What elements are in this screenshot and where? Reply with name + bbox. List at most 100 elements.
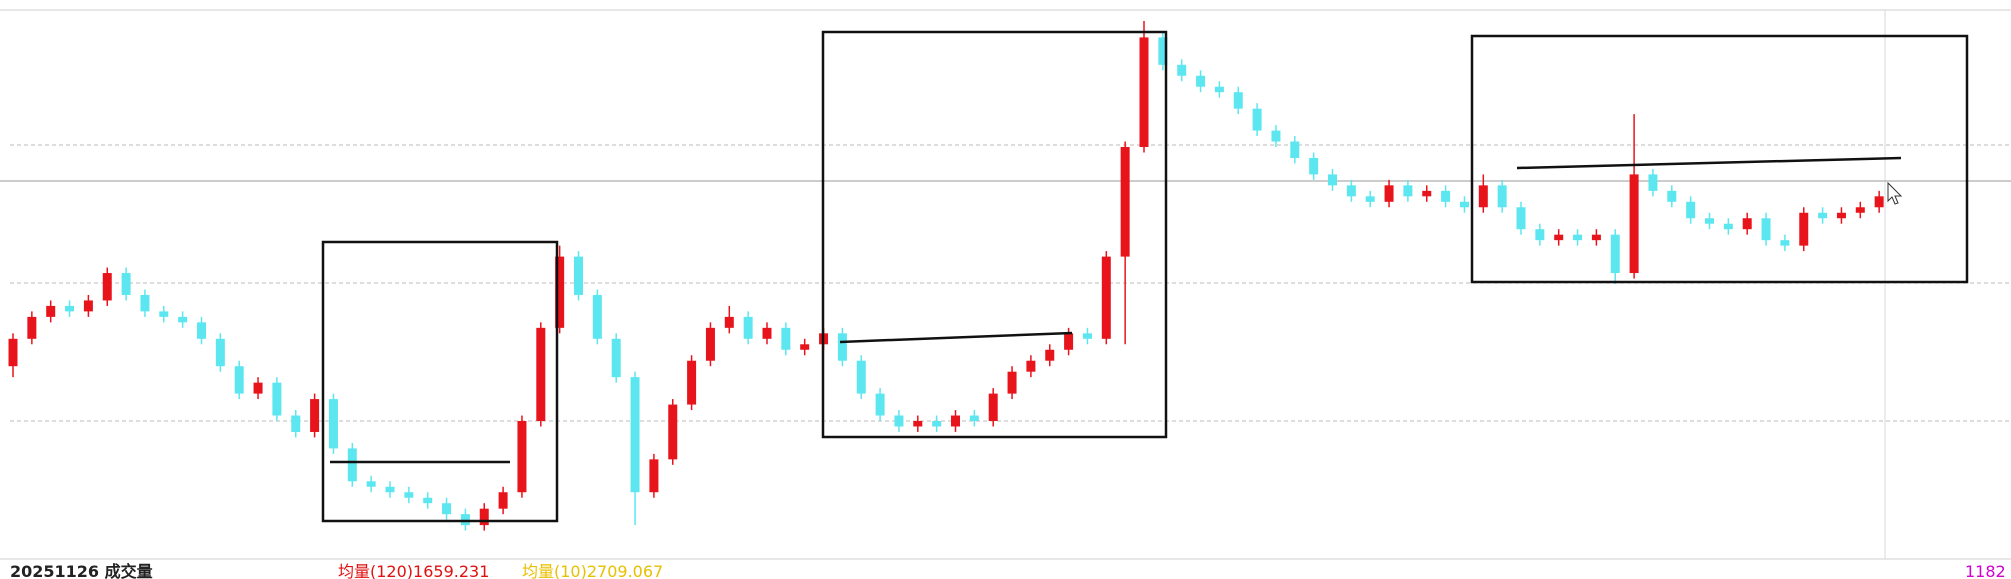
candle-body [1064, 333, 1074, 350]
candle-body [178, 316, 188, 323]
candle-body [460, 514, 470, 526]
candle-body [969, 415, 979, 421]
candle-body [234, 366, 244, 394]
candles [8, 20, 1884, 531]
candle-body [781, 327, 791, 350]
candle-body [1328, 174, 1337, 186]
candle-body [1459, 201, 1469, 208]
candle-body [856, 360, 866, 394]
candle-body [668, 404, 678, 460]
candle-body [1516, 207, 1526, 230]
candle-body [272, 382, 282, 416]
annotation-box [1470, 34, 1969, 284]
trend-line [1516, 156, 1902, 170]
candle-body [1384, 185, 1394, 202]
candle-body [498, 492, 508, 509]
candle-body [630, 377, 640, 493]
candle-body [762, 327, 772, 339]
candle-body [1196, 75, 1206, 87]
candle-body [1874, 196, 1884, 208]
candle-body [649, 459, 659, 493]
candle-body [1082, 333, 1092, 339]
candle-body [536, 327, 546, 421]
candle-body [385, 486, 395, 493]
candle-body [1591, 234, 1601, 241]
candle-body [574, 256, 583, 295]
candle-body [310, 399, 320, 432]
candle-body [159, 311, 169, 317]
candle-body [253, 382, 263, 394]
candle-body [1365, 196, 1375, 202]
candle-body [988, 393, 998, 421]
annotation-box [321, 240, 559, 523]
ma10-label: 均量(10)2709.067 [522, 562, 663, 579]
candle-body [1478, 185, 1488, 208]
candle-body [1705, 218, 1714, 224]
candle-body [1629, 174, 1639, 274]
candle-body [743, 316, 753, 339]
candle-body [611, 338, 621, 378]
candle-body [291, 415, 301, 432]
candle-body [1742, 218, 1752, 230]
candle-body [1346, 185, 1356, 197]
candle-body [1026, 360, 1036, 372]
candle-body [366, 481, 376, 487]
annotation-box [821, 30, 1168, 439]
candle-body [913, 421, 923, 427]
candle-body [592, 294, 602, 339]
candle-body [1252, 108, 1262, 131]
candle-body [140, 294, 150, 312]
candle-body [1233, 92, 1243, 109]
candle-body [1290, 141, 1300, 158]
candle-body [517, 421, 527, 493]
candle-body [404, 492, 414, 498]
candle-body [1855, 207, 1865, 213]
candle-body [347, 448, 357, 482]
candle-body [1497, 185, 1507, 208]
candle-body [121, 273, 131, 295]
annotations [321, 30, 1969, 523]
candle-body [8, 338, 18, 367]
candle-body [1554, 234, 1564, 241]
candle-body [423, 497, 433, 504]
last-value: 1182 [1965, 562, 2006, 579]
candle-body [328, 399, 338, 449]
candle-body [1101, 256, 1111, 339]
candle-body [1120, 147, 1130, 257]
mouse-cursor [1887, 181, 1903, 205]
candle-body [1799, 212, 1809, 246]
candle-body [1573, 234, 1583, 241]
candle-body [1214, 86, 1224, 93]
candle-body [1723, 223, 1733, 230]
candle-body [1045, 349, 1055, 361]
candle-body [442, 503, 452, 515]
candle-body [724, 316, 734, 328]
candle-body [951, 415, 960, 427]
candle-body [1610, 234, 1620, 274]
candle-body [1686, 201, 1696, 219]
candle-body [875, 393, 885, 416]
candle-body [1667, 190, 1677, 202]
candle-body [1158, 37, 1168, 65]
candle-body [1271, 130, 1281, 142]
ma120-label: 均量(120)1659.231 [338, 562, 489, 579]
candle-body [1403, 185, 1413, 197]
candle-body [197, 322, 206, 339]
candle-body [837, 333, 847, 361]
candle-body [1780, 240, 1790, 246]
candle-body [687, 360, 697, 405]
candle-body [215, 338, 225, 367]
candle-body [102, 273, 112, 301]
volume-title: 20251126 成交量 [10, 562, 153, 579]
candle-body [1535, 229, 1545, 241]
candle-body [65, 305, 75, 312]
candle-body [894, 415, 904, 427]
candle-body [1309, 157, 1319, 175]
candle-body [1422, 190, 1432, 197]
candle-body [705, 327, 715, 361]
candle-body [1761, 218, 1771, 241]
candle-body [1648, 174, 1658, 191]
candle-body [1441, 190, 1451, 202]
